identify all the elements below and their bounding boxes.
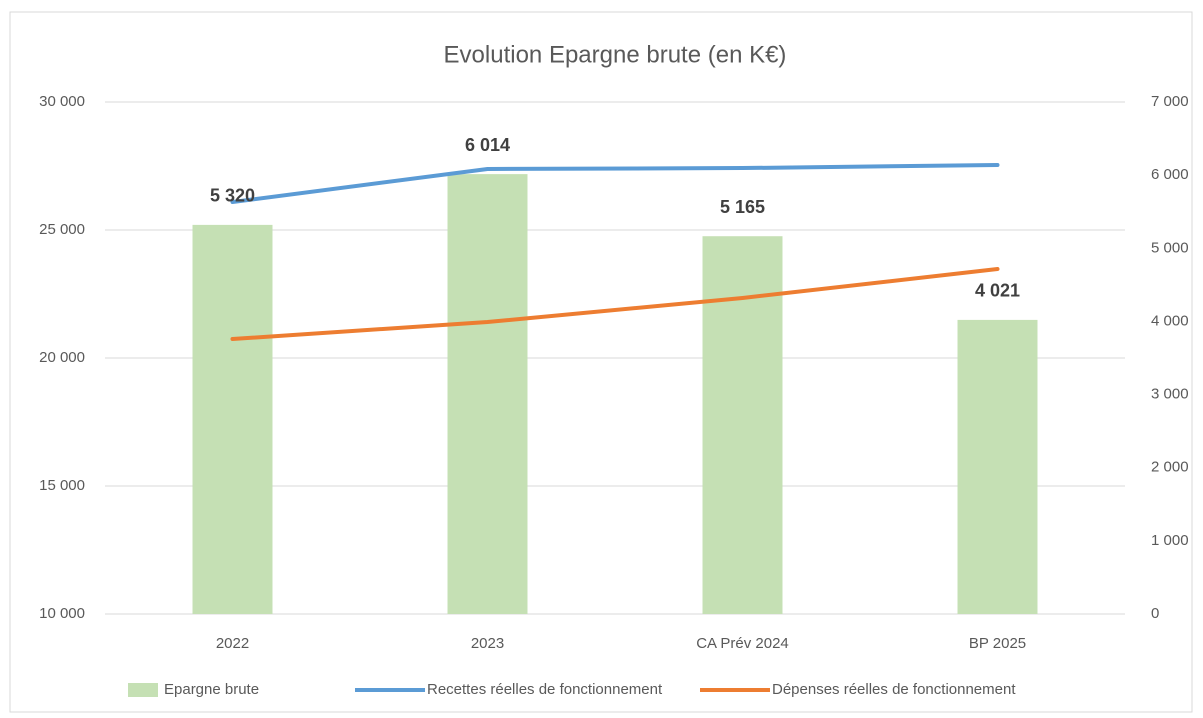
y2-tick-label: 6 000 (1151, 166, 1189, 183)
y2-tick-label: 5 000 (1151, 239, 1189, 256)
y2-tick-label: 4 000 (1151, 312, 1189, 329)
x-tick-label: BP 2025 (969, 635, 1026, 652)
chart-title: Evolution Epargne brute (en K€) (444, 41, 787, 68)
y-tick-label: 10 000 (39, 605, 85, 622)
data-label: 5 165 (720, 197, 765, 217)
data-label: 4 021 (975, 281, 1020, 301)
bar (957, 319, 1038, 614)
x-tick-label: CA Prév 2024 (696, 635, 789, 652)
data-label: 6 014 (465, 135, 510, 155)
line-series (230, 266, 1000, 342)
y2-tick-label: 3 000 (1151, 386, 1189, 403)
line-series (230, 162, 1000, 204)
data-label: 5 320 (210, 186, 255, 206)
legend-label: Recettes réelles de fonctionnement (427, 681, 663, 698)
y-tick-label: 20 000 (39, 349, 85, 366)
y2-tick-label: 2 000 (1151, 459, 1189, 476)
bar (447, 174, 528, 615)
bar (192, 224, 273, 614)
x-tick-label: 2023 (471, 635, 504, 652)
y-tick-label: 15 000 (39, 477, 85, 494)
y2-tick-label: 1 000 (1151, 532, 1189, 549)
legend-label: Epargne brute (164, 681, 259, 698)
y2-tick-label: 7 000 (1151, 93, 1189, 110)
x-tick-label: 2022 (216, 635, 249, 652)
legend-label: Dépenses réelles de fonctionnement (772, 681, 1016, 698)
y-tick-label: 30 000 (39, 93, 85, 110)
y2-tick-label: 0 (1151, 605, 1159, 622)
legend-swatch (128, 683, 158, 697)
y-tick-label: 25 000 (39, 221, 85, 238)
